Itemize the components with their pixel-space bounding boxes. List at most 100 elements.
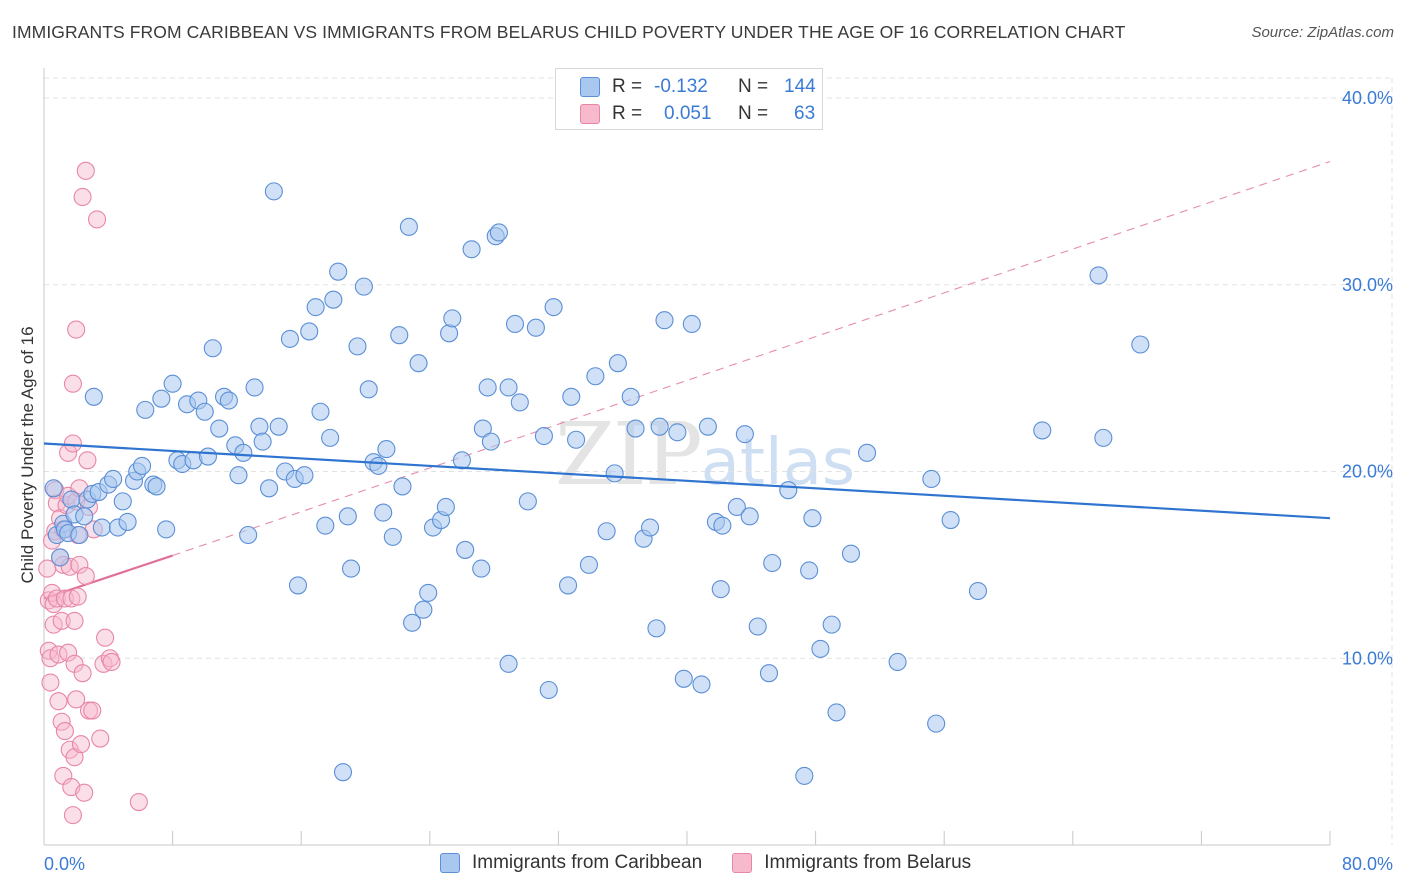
data-point-caribbean: [414, 600, 433, 619]
data-point-caribbean: [857, 443, 877, 462]
data-point-caribbean: [968, 581, 988, 601]
data-point-caribbean: [727, 497, 746, 517]
data-point-caribbean: [163, 374, 182, 393]
data-point-caribbean: [827, 703, 846, 722]
data-point-caribbean: [324, 290, 343, 309]
trend-lines-caribbean: [43, 442, 1331, 520]
data-point-caribbean: [763, 553, 782, 573]
data-point-caribbean: [748, 617, 767, 636]
data-point-belarus: [67, 320, 86, 339]
data-point-caribbean: [1131, 335, 1150, 354]
data-point-caribbean: [499, 378, 518, 397]
data-point-caribbean: [822, 615, 841, 634]
data-point-caribbean: [927, 714, 946, 733]
data-point-caribbean: [341, 559, 361, 578]
data-point-caribbean: [499, 654, 518, 673]
data-point-caribbean: [70, 525, 89, 545]
data-point-caribbean: [198, 447, 218, 466]
data-point-caribbean: [75, 507, 94, 526]
data-point-caribbean: [264, 182, 283, 201]
belarus-swatch: [580, 104, 600, 124]
grid-lines: [44, 77, 1393, 845]
data-point-belarus: [73, 664, 92, 683]
legend-label: Immigrants from Caribbean: [472, 852, 703, 873]
data-point-caribbean: [562, 387, 581, 406]
y-tick-label: 10.0%: [1342, 648, 1393, 668]
data-point-belarus: [65, 611, 84, 630]
data-point-caribbean: [605, 464, 624, 483]
data-point-belarus: [65, 748, 84, 767]
data-point-caribbean: [650, 417, 669, 436]
data-point-caribbean: [210, 419, 229, 438]
data-point-caribbean: [354, 277, 373, 296]
data-point-caribbean: [440, 324, 459, 343]
data-point-caribbean: [259, 479, 279, 498]
data-point-caribbean: [44, 479, 63, 498]
belarus-legend-swatch: [732, 853, 753, 873]
data-point-caribbean: [409, 354, 428, 373]
data-point-caribbean: [390, 326, 409, 345]
data-point-caribbean: [811, 639, 830, 658]
data-point-caribbean: [195, 402, 214, 421]
data-point-caribbean: [338, 507, 357, 526]
data-point-belarus: [96, 628, 115, 647]
data-point-caribbean: [626, 419, 645, 438]
data-point-caribbean: [113, 492, 132, 511]
data-point-caribbean: [245, 378, 264, 397]
data-point-belarus: [102, 652, 121, 672]
data-point-caribbean: [779, 481, 798, 500]
data-point-caribbean: [478, 378, 497, 397]
data-point-belarus: [63, 374, 82, 393]
data-point-caribbean: [621, 387, 640, 406]
y-axis-label: Child Poverty Under the Age of 16: [18, 326, 37, 584]
data-point-belarus: [59, 643, 78, 662]
data-point-caribbean: [152, 389, 171, 408]
data-point-belarus: [62, 589, 81, 608]
data-point-caribbean: [698, 417, 717, 436]
data-point-caribbean: [306, 298, 325, 317]
data-point-caribbean: [759, 664, 779, 683]
data-point-caribbean: [579, 555, 598, 574]
n-value: 144: [784, 76, 816, 97]
data-point-caribbean: [234, 443, 253, 462]
data-point-caribbean: [280, 329, 299, 348]
data-point-belarus: [63, 806, 82, 825]
data-point-caribbean: [399, 217, 418, 236]
data-point-caribbean: [1094, 428, 1113, 447]
data-point-caribbean: [333, 763, 353, 782]
data-point-caribbean: [505, 314, 525, 334]
trend-lines-belarus: [43, 160, 1331, 600]
data-point-belarus: [63, 434, 82, 453]
data-point-caribbean: [534, 426, 553, 446]
data-point-belarus: [78, 451, 97, 470]
axes: [43, 68, 1331, 846]
source-label: Source: ZipAtlas.com: [1251, 24, 1394, 41]
data-point-caribbean: [841, 544, 861, 563]
data-point-caribbean: [104, 469, 123, 489]
data-point-caribbean: [1033, 421, 1052, 440]
data-point-caribbean: [157, 520, 176, 539]
data-point-caribbean: [92, 518, 111, 537]
data-point-caribbean: [510, 393, 529, 412]
data-point-belarus: [55, 722, 74, 741]
stats-legend: R = -0.132 N = 144 R = 0.051 N = 63: [555, 68, 823, 130]
data-point-belarus: [71, 735, 91, 754]
n-value: 63: [794, 103, 816, 124]
data-point-belarus: [52, 611, 71, 630]
data-point-belarus: [68, 587, 87, 606]
data-point-caribbean: [316, 516, 335, 535]
data-point-caribbean: [456, 540, 475, 559]
data-point-caribbean: [800, 561, 819, 580]
data-point-caribbean: [229, 466, 248, 485]
n-label: N =: [738, 76, 769, 97]
data-point-caribbean: [544, 298, 563, 317]
r-label: R =: [612, 103, 643, 124]
stats-row-caribbean: R = -0.132 N = 144: [580, 75, 816, 99]
data-point-caribbean: [374, 503, 393, 522]
x-tick-label: 0.0%: [44, 854, 85, 874]
data-point-belarus: [44, 595, 63, 614]
stats-row-belarus: R = 0.051 N = 63: [580, 102, 815, 126]
data-point-caribbean: [377, 440, 396, 459]
data-point-caribbean: [62, 490, 81, 509]
